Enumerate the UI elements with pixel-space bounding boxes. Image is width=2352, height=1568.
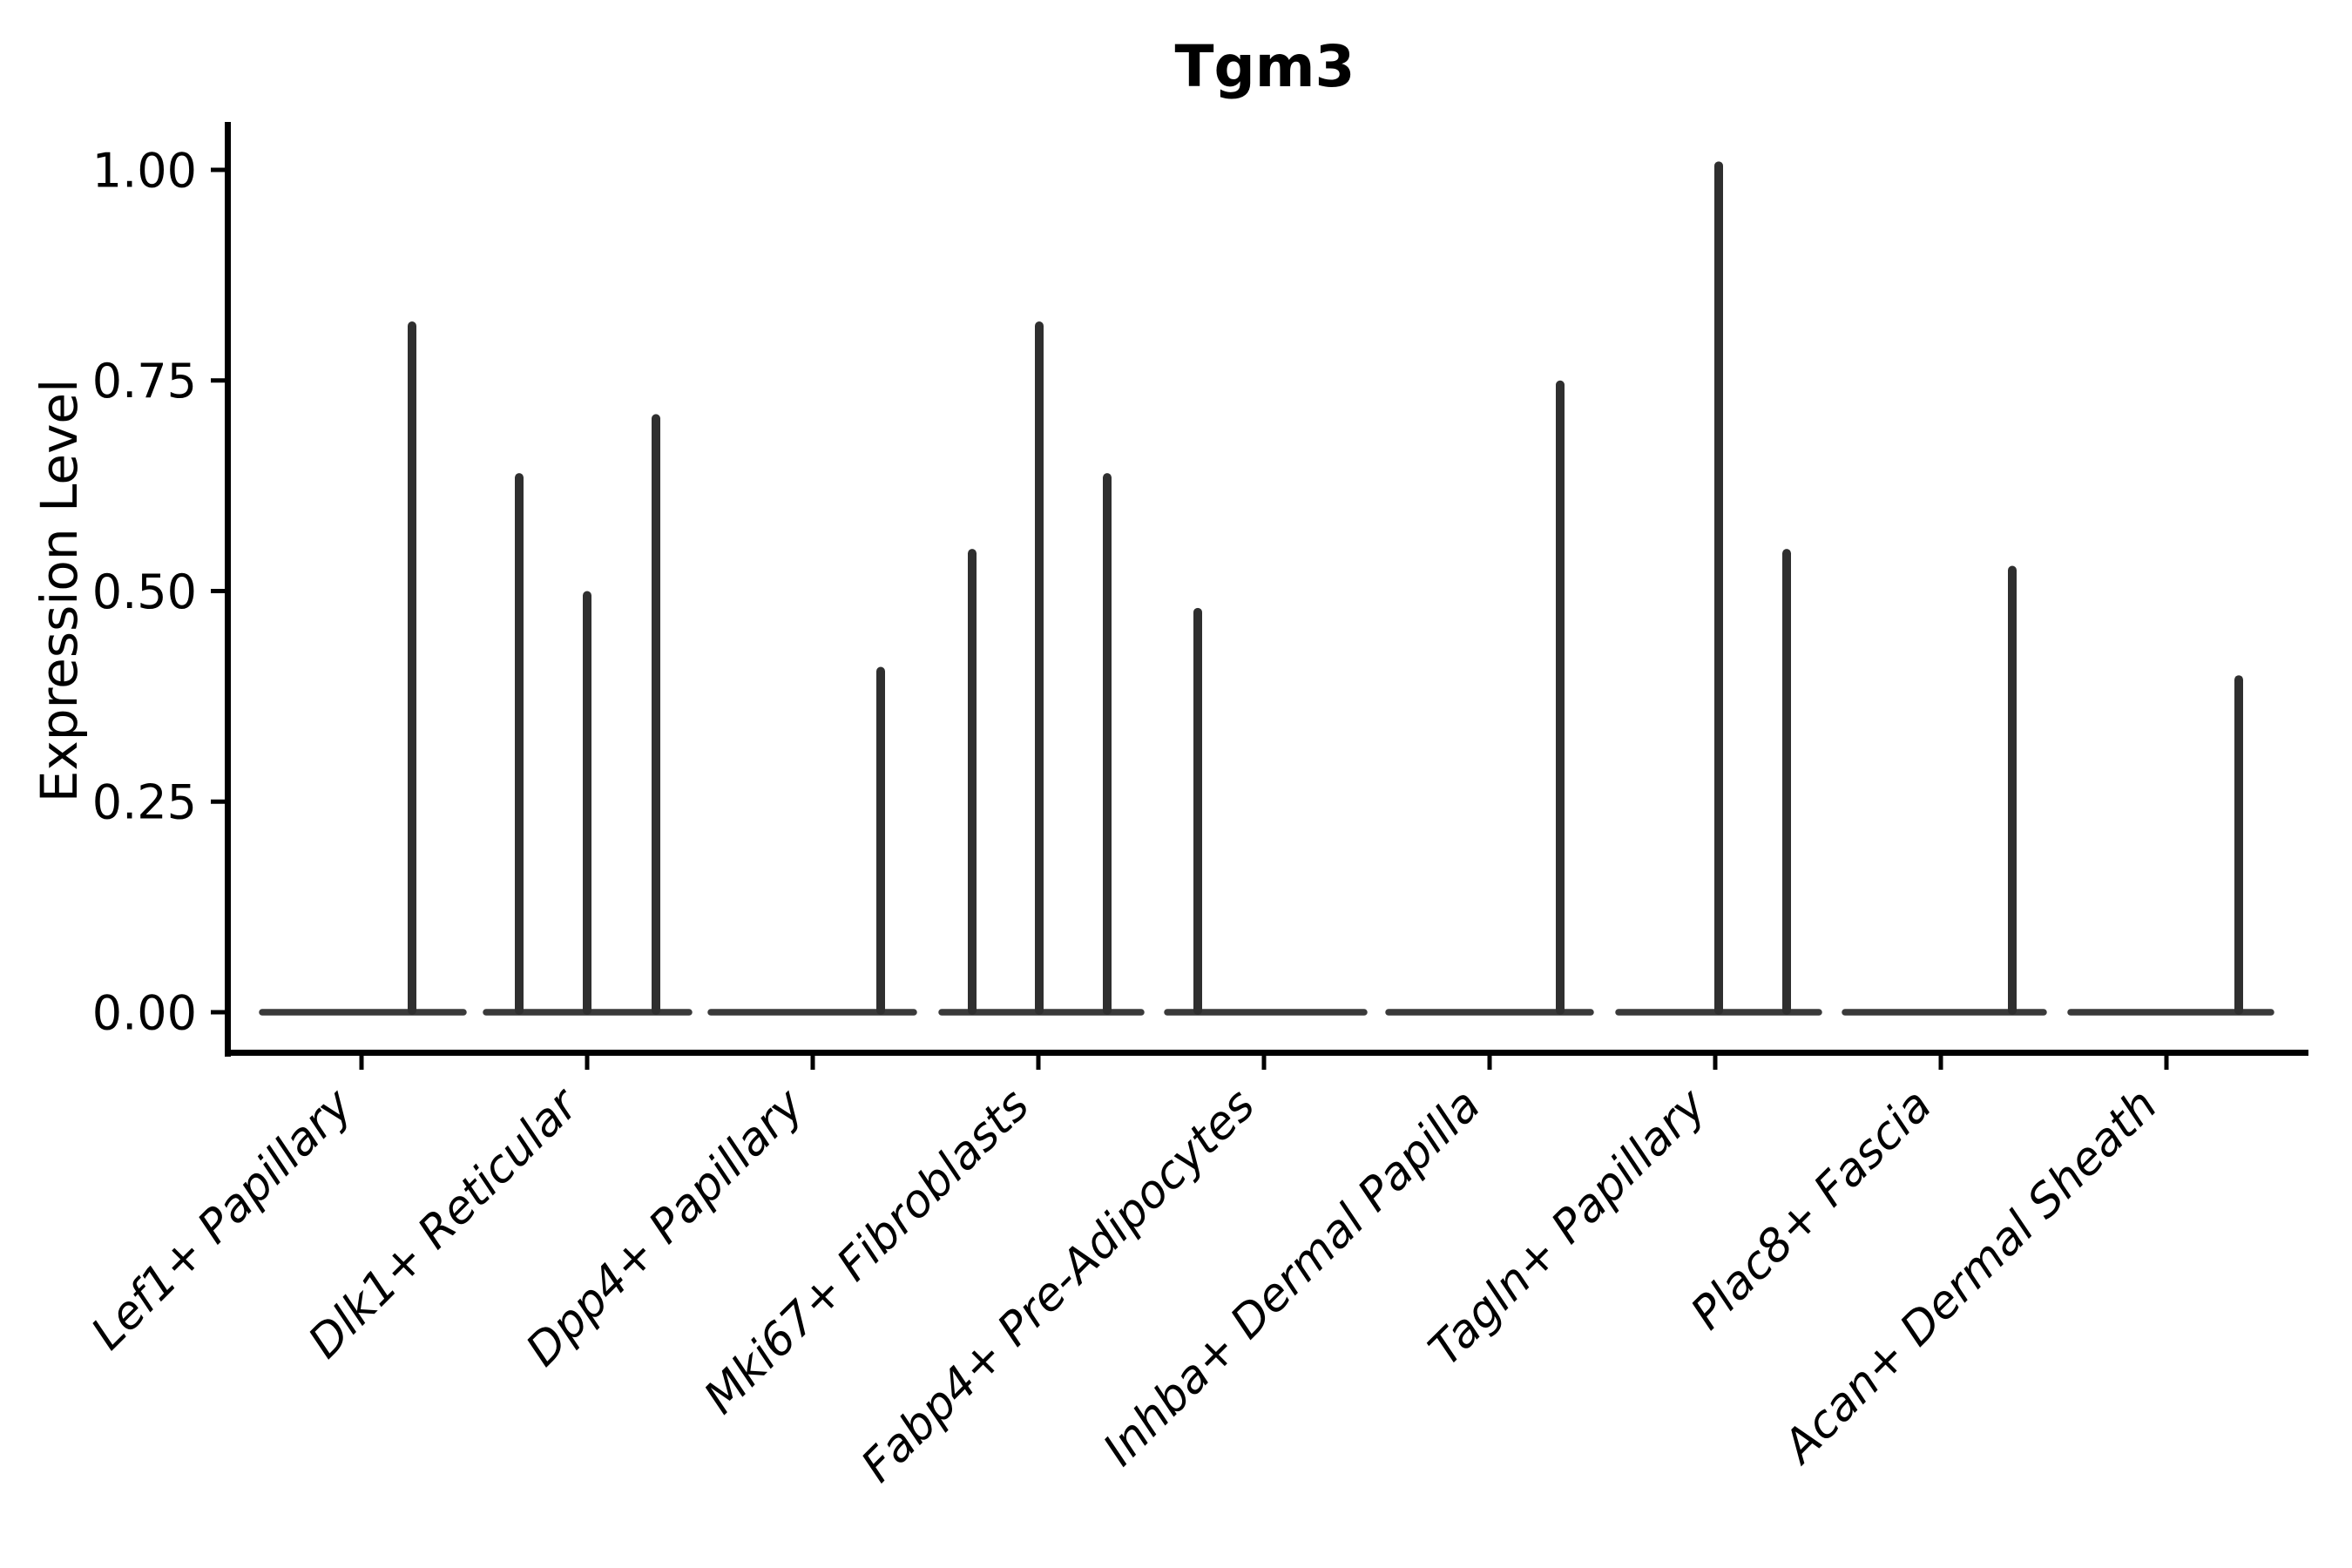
x-tick-label-acan-dermal-sheath: Acan+ Dermal Sheath (1772, 1079, 2167, 1475)
violin-inhba-dermal-papilla (1385, 380, 1594, 1016)
violins-group (259, 161, 2274, 1016)
violin-mki67-fibroblasts (938, 321, 1145, 1016)
y-tick-label-1.00: 1.00 (92, 143, 197, 198)
violin-dlk1-reticular (483, 414, 693, 1016)
violin-plac8-fascia (1842, 565, 2047, 1016)
violin-lef1-papillary (259, 321, 467, 1016)
violin-tagln-papillary (1615, 161, 1822, 1016)
x-tick-label-inhba-dermal-papilla: Inhba+ Dermal Papilla (1093, 1079, 1490, 1477)
x-tick-label-fabp4-pre-adipocytes: Fabp4+ Pre-Adipocytes (852, 1079, 1266, 1493)
violin-dpp4-papillary (707, 666, 917, 1016)
x-tick-label-plac8-fascia: Plac8+ Fascia (1681, 1079, 1942, 1340)
y-tick-label-0.00: 0.00 (92, 985, 197, 1040)
y-tick-label-0.75: 0.75 (92, 354, 197, 409)
violin-acan-dermal-sheath (2067, 675, 2274, 1016)
y-tick-label-0.50: 0.50 (92, 564, 197, 619)
chart-title: Tgm3 (1175, 33, 1355, 100)
y-tick-label-0.25: 0.25 (92, 775, 197, 830)
y-axis-label: Expression Level (30, 379, 89, 802)
violin-fabp4-pre-adipocytes (1164, 607, 1368, 1016)
